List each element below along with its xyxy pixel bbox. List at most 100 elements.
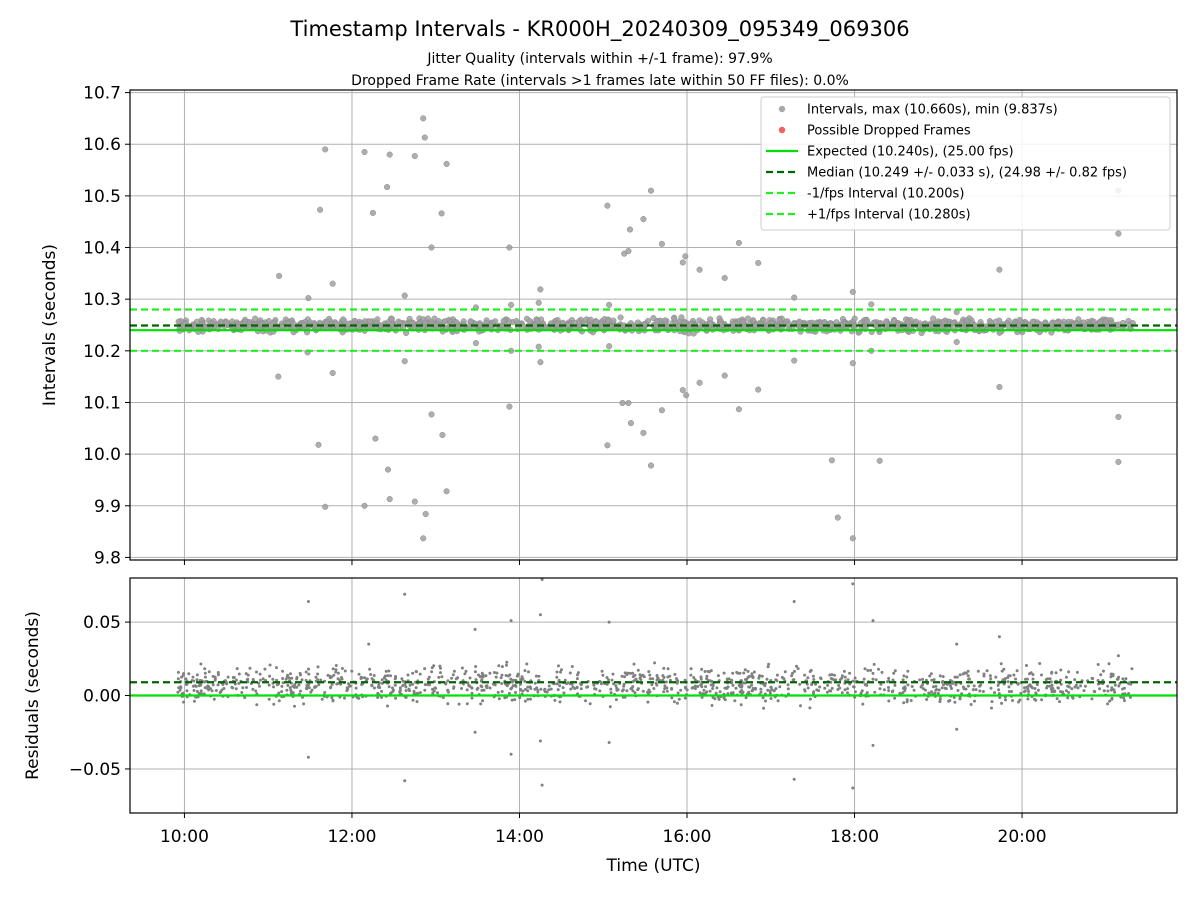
data-point xyxy=(509,677,513,681)
data-point xyxy=(526,685,530,689)
data-point xyxy=(988,674,992,678)
data-point xyxy=(812,691,815,695)
data-point xyxy=(176,690,180,694)
data-point xyxy=(246,680,250,684)
data-point xyxy=(558,700,562,704)
data-point xyxy=(808,670,812,673)
data-point xyxy=(647,688,651,692)
data-point xyxy=(533,687,537,691)
data-point xyxy=(336,681,340,685)
data-point xyxy=(568,671,572,675)
data-point xyxy=(715,686,719,690)
outlier-point xyxy=(384,184,391,191)
data-point xyxy=(744,315,752,322)
data-point xyxy=(525,662,529,666)
data-point xyxy=(275,678,279,682)
outlier-point xyxy=(443,488,450,495)
data-point xyxy=(307,667,310,671)
data-point xyxy=(370,677,374,681)
legend-label: Median (10.249 +/- 0.033 s), (24.98 +/- … xyxy=(807,166,1127,181)
outlier-point xyxy=(535,299,542,306)
data-point xyxy=(280,684,284,688)
data-point xyxy=(290,676,294,680)
data-point xyxy=(555,670,559,674)
data-point xyxy=(905,698,909,702)
data-point xyxy=(904,319,911,326)
data-point xyxy=(499,676,503,680)
data-point xyxy=(663,687,667,691)
data-point xyxy=(553,698,557,702)
data-point xyxy=(523,699,527,703)
data-point xyxy=(1059,668,1063,672)
data-point xyxy=(199,689,203,693)
data-point xyxy=(754,686,757,690)
data-point xyxy=(1123,699,1126,703)
data-point xyxy=(415,700,419,704)
data-point xyxy=(527,670,530,674)
data-point xyxy=(938,697,942,701)
data-point xyxy=(666,667,670,671)
data-point xyxy=(289,672,292,676)
data-point xyxy=(221,683,225,686)
data-point xyxy=(343,669,347,673)
data-point xyxy=(304,670,308,674)
data-point xyxy=(194,684,198,688)
data-point xyxy=(1090,318,1097,325)
data-point xyxy=(179,686,183,690)
data-point xyxy=(234,678,238,682)
data-point xyxy=(790,674,794,678)
data-point xyxy=(217,318,224,325)
data-point xyxy=(428,319,435,326)
data-point xyxy=(887,686,890,689)
data-point xyxy=(948,699,952,702)
data-point xyxy=(1031,673,1035,677)
data-point xyxy=(906,669,910,673)
y-tick-label: 9.8 xyxy=(94,548,121,568)
outlier-point xyxy=(401,292,408,299)
data-point xyxy=(655,678,659,682)
data-point xyxy=(989,677,993,681)
data-point xyxy=(786,687,790,691)
data-point xyxy=(1050,671,1054,675)
data-point xyxy=(1015,669,1019,673)
data-point xyxy=(1019,691,1023,695)
data-point xyxy=(774,678,778,682)
x-tick-label: 10:00 xyxy=(160,827,209,847)
data-point xyxy=(466,681,470,685)
data-point xyxy=(206,687,210,690)
data-point xyxy=(829,680,833,684)
data-point xyxy=(746,669,750,673)
data-point xyxy=(263,667,267,671)
data-point xyxy=(1007,674,1011,678)
data-point xyxy=(1099,673,1103,677)
data-point xyxy=(744,696,748,700)
data-point xyxy=(304,678,308,682)
outlier-point xyxy=(535,343,542,350)
data-point xyxy=(765,677,769,681)
data-point xyxy=(555,682,559,686)
data-point xyxy=(1049,687,1053,691)
data-point xyxy=(423,688,427,692)
data-point xyxy=(662,666,666,670)
data-point xyxy=(942,683,945,687)
data-point xyxy=(989,686,993,690)
outlier-point xyxy=(322,503,329,510)
data-point xyxy=(526,689,530,693)
data-point xyxy=(901,678,905,682)
data-point xyxy=(648,677,652,681)
data-point xyxy=(646,700,650,704)
data-point xyxy=(934,688,938,692)
data-point xyxy=(509,687,513,691)
data-point xyxy=(495,671,499,675)
data-point xyxy=(808,706,812,710)
outlier-point xyxy=(443,160,450,167)
data-point xyxy=(853,676,857,680)
data-point xyxy=(670,687,674,691)
data-point xyxy=(418,672,422,676)
data-point xyxy=(436,691,439,695)
data-point xyxy=(340,316,347,323)
data-point xyxy=(460,666,464,670)
data-point xyxy=(932,678,936,682)
data-point xyxy=(547,684,551,688)
chart-subtitle-dropped: Dropped Frame Rate (intervals >1 frames … xyxy=(351,73,849,89)
